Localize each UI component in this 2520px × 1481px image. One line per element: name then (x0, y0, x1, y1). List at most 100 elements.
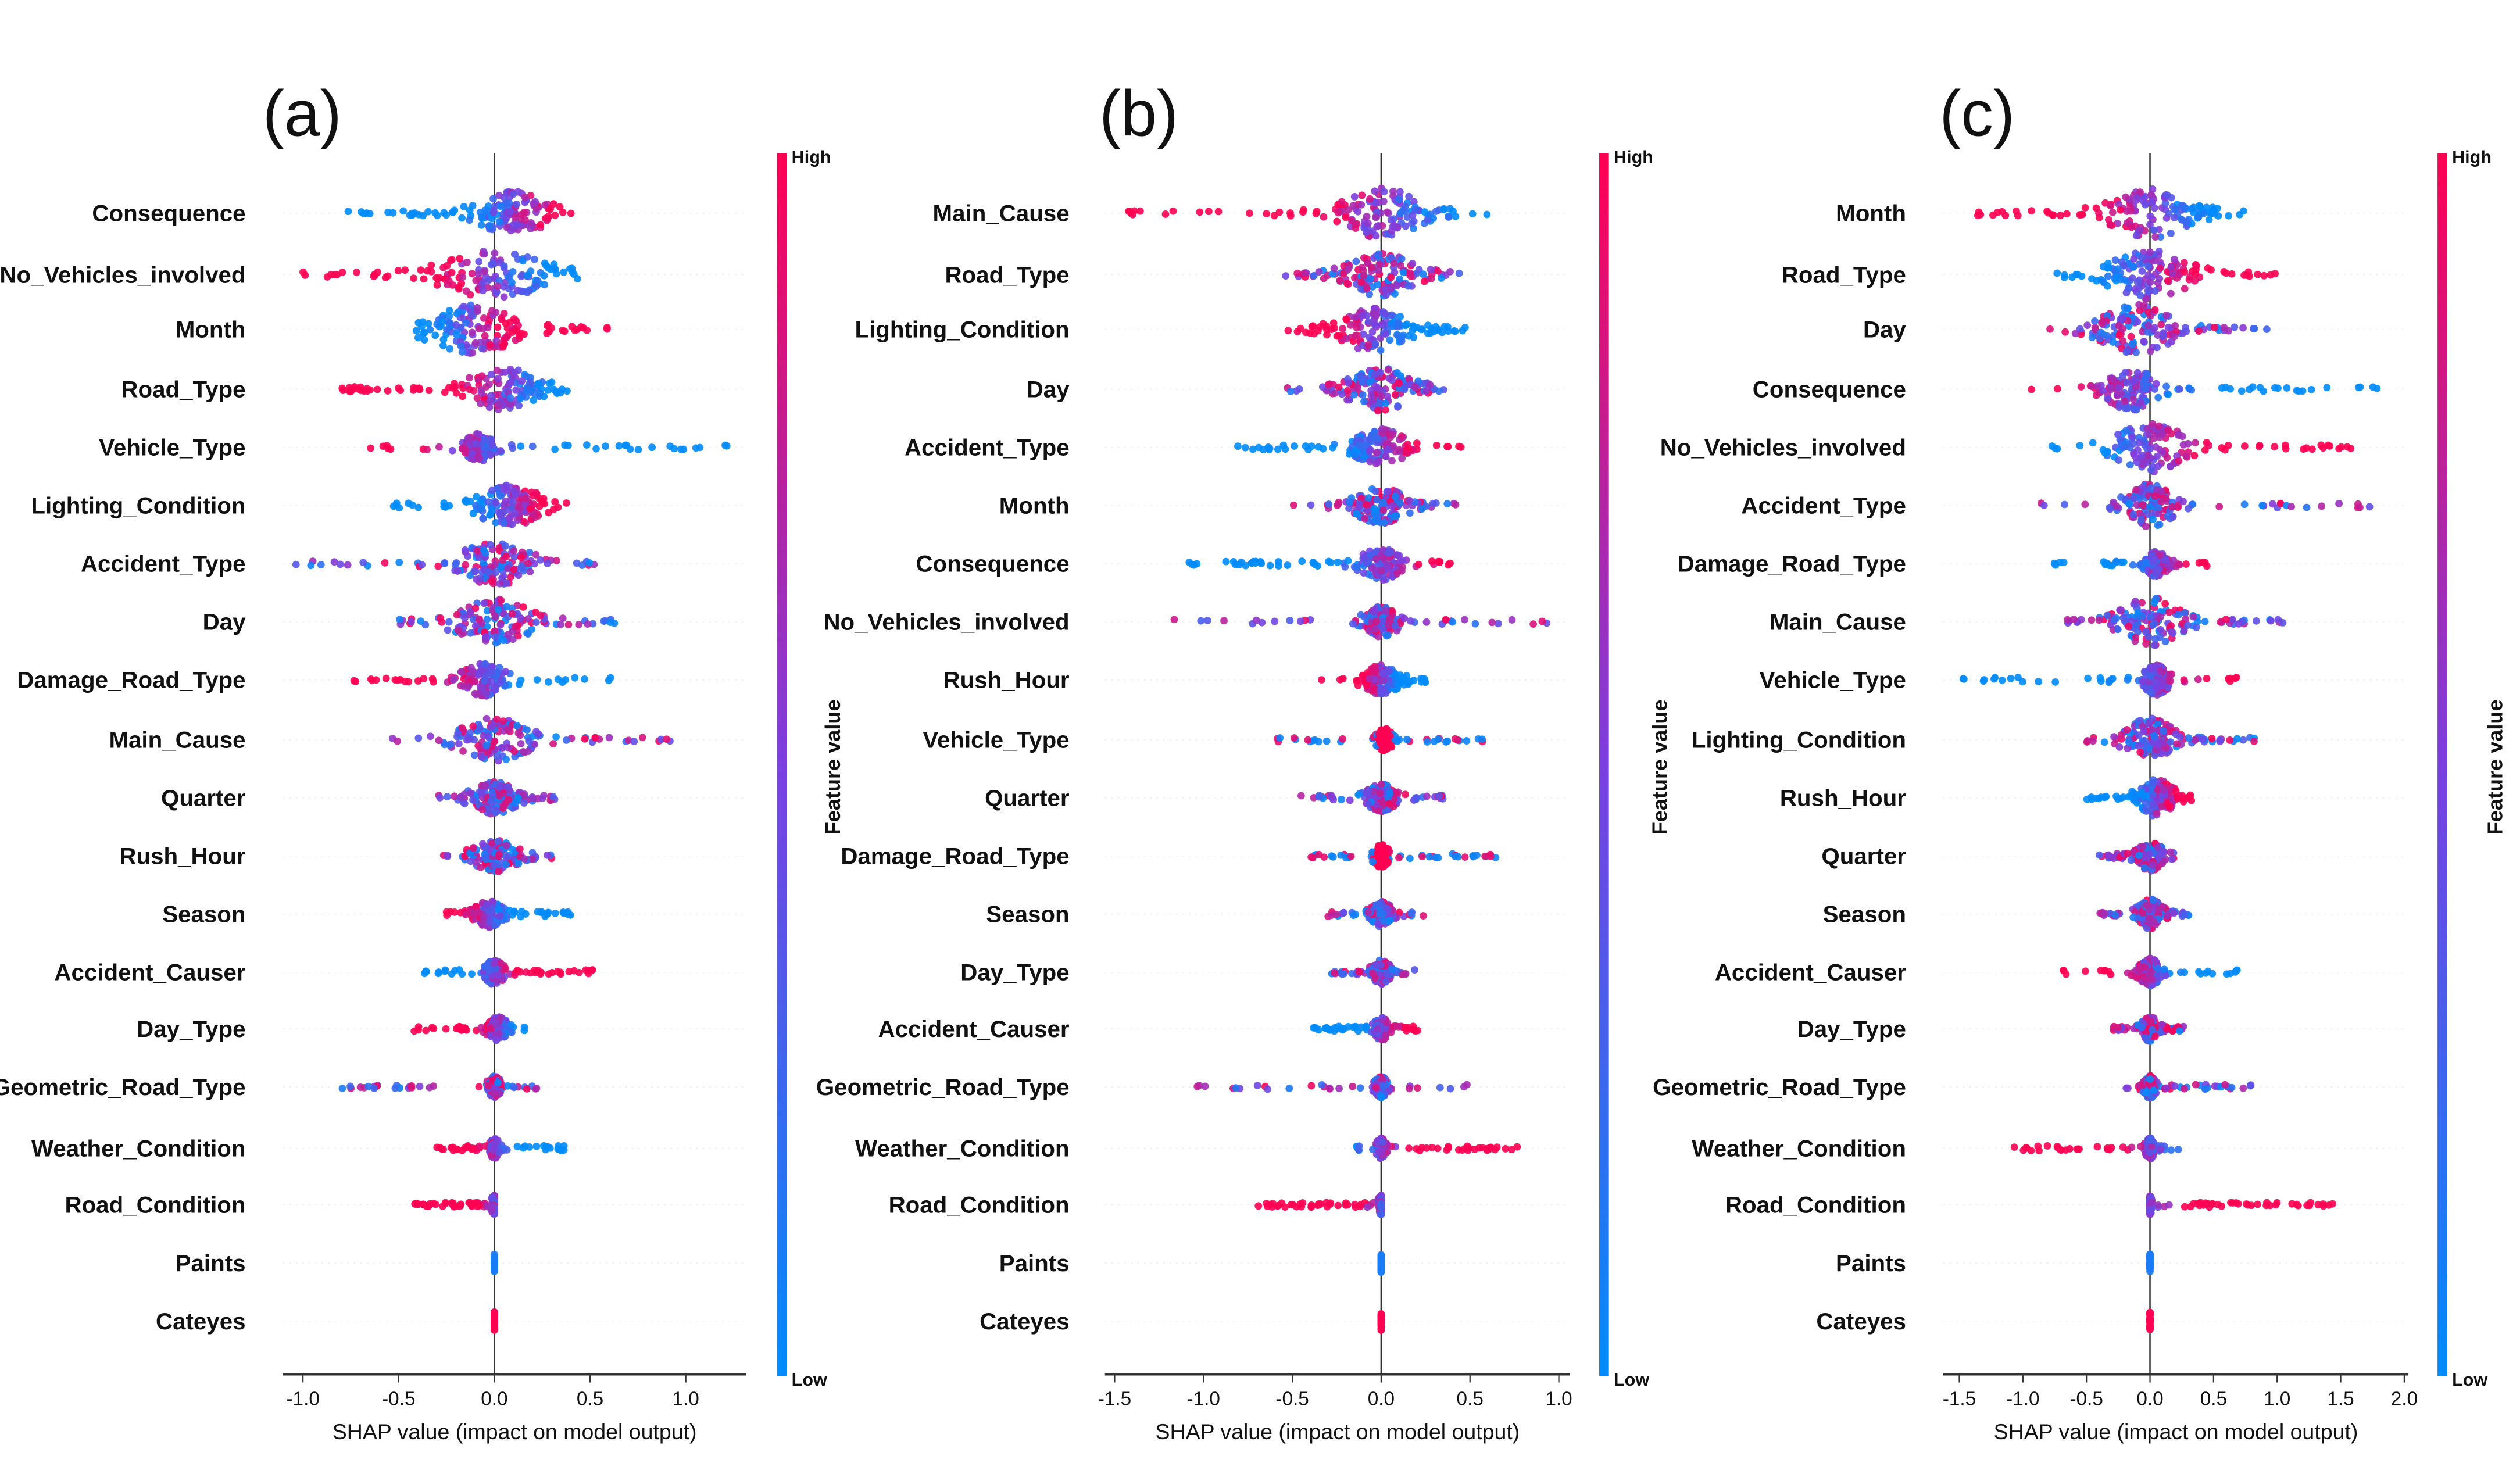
shap-point (579, 324, 587, 332)
feature-label: Consequence (916, 551, 1069, 577)
shap-point (387, 445, 395, 453)
shap-point (449, 676, 457, 684)
feature-label: Season (986, 902, 1069, 928)
shap-point (562, 736, 570, 744)
shap-point (447, 256, 455, 264)
shap-point (1403, 1026, 1410, 1035)
shap-point (1297, 792, 1305, 800)
shap-point (503, 853, 512, 861)
shap-point (491, 627, 499, 635)
shap-point (474, 908, 481, 916)
feature-label: Accident_Type (81, 551, 246, 577)
shap-point (1428, 557, 1436, 565)
shap-point (543, 321, 551, 330)
shap-point (517, 210, 526, 219)
shap-point (663, 735, 671, 743)
shap-point (1406, 496, 1413, 505)
shap-point (1349, 911, 1357, 920)
shap-point (435, 443, 443, 451)
shap-point (392, 499, 401, 507)
shap-point (492, 568, 500, 577)
shap-point (500, 282, 508, 291)
shap-point (466, 216, 474, 224)
shap-point (1388, 965, 1396, 973)
shap-point (1451, 327, 1459, 335)
shap-point (460, 302, 468, 310)
shap-point (434, 970, 442, 978)
shap-point (503, 579, 510, 588)
shap-point (532, 618, 540, 626)
shap-point (333, 271, 341, 279)
shap-point (1241, 443, 1249, 452)
shap-point (1426, 381, 1434, 389)
shap-point (567, 209, 575, 217)
shap-point (1375, 260, 1384, 268)
shap-point (1377, 567, 1385, 575)
shap-point (1364, 318, 1372, 326)
shap-point (475, 616, 483, 624)
shap-point (1362, 500, 1370, 509)
shap-point (489, 195, 497, 203)
shap-point (1361, 514, 1368, 523)
shap-point (521, 216, 529, 224)
shap-point (459, 392, 467, 400)
shap-point (493, 715, 501, 723)
shap-point (1368, 264, 1376, 271)
shap-point (1340, 908, 1347, 917)
shap-point (476, 745, 484, 753)
shap-point (454, 729, 462, 738)
shap-point (1392, 1022, 1400, 1030)
shap-point (559, 327, 567, 334)
shap-point (414, 734, 423, 742)
shap-point (507, 441, 516, 449)
shap-point (414, 1200, 423, 1208)
shap-point (575, 968, 583, 976)
shap-point (516, 395, 524, 403)
shap-point (537, 556, 545, 564)
shap-point (508, 520, 516, 528)
shap-point (491, 1311, 498, 1319)
shap-point (1386, 790, 1394, 797)
shap-point (1338, 390, 1346, 398)
shap-point (468, 1146, 476, 1153)
shap-point (1381, 1031, 1389, 1039)
shap-point (433, 212, 441, 220)
shap-point (1488, 618, 1496, 627)
shap-point (292, 560, 300, 568)
shap-point (346, 1082, 354, 1090)
shap-point (414, 503, 422, 511)
shap-point (526, 287, 534, 295)
shap-point (544, 264, 552, 272)
shap-point (509, 498, 517, 506)
shap-point (494, 375, 502, 382)
shap-point (517, 553, 525, 561)
shap-point (1377, 781, 1385, 788)
shap-point (453, 567, 462, 575)
shap-point (330, 558, 338, 566)
shap-point (1405, 332, 1413, 340)
shap-point (489, 260, 497, 268)
shap-point (455, 285, 463, 293)
shap-point (1371, 382, 1379, 391)
shap-point (1197, 617, 1205, 625)
shap-point (1443, 737, 1452, 745)
shap-point (489, 792, 497, 800)
shap-point (546, 205, 554, 213)
shap-point (1461, 616, 1468, 624)
shap-point (1346, 796, 1354, 804)
shap-point (372, 676, 380, 684)
shap-point (495, 1029, 503, 1038)
shap-point (568, 323, 576, 331)
shap-point (1388, 323, 1396, 330)
shap-point (589, 620, 597, 628)
shap-point (482, 436, 491, 444)
shap-point (474, 270, 482, 278)
shap-point (482, 714, 491, 722)
shap-point (481, 854, 489, 862)
shap-point (1382, 330, 1389, 338)
shap-point (534, 380, 542, 388)
shap-point (723, 442, 731, 450)
shap-point (460, 202, 468, 210)
shap-point (1372, 311, 1381, 319)
shap-point (510, 1083, 518, 1092)
